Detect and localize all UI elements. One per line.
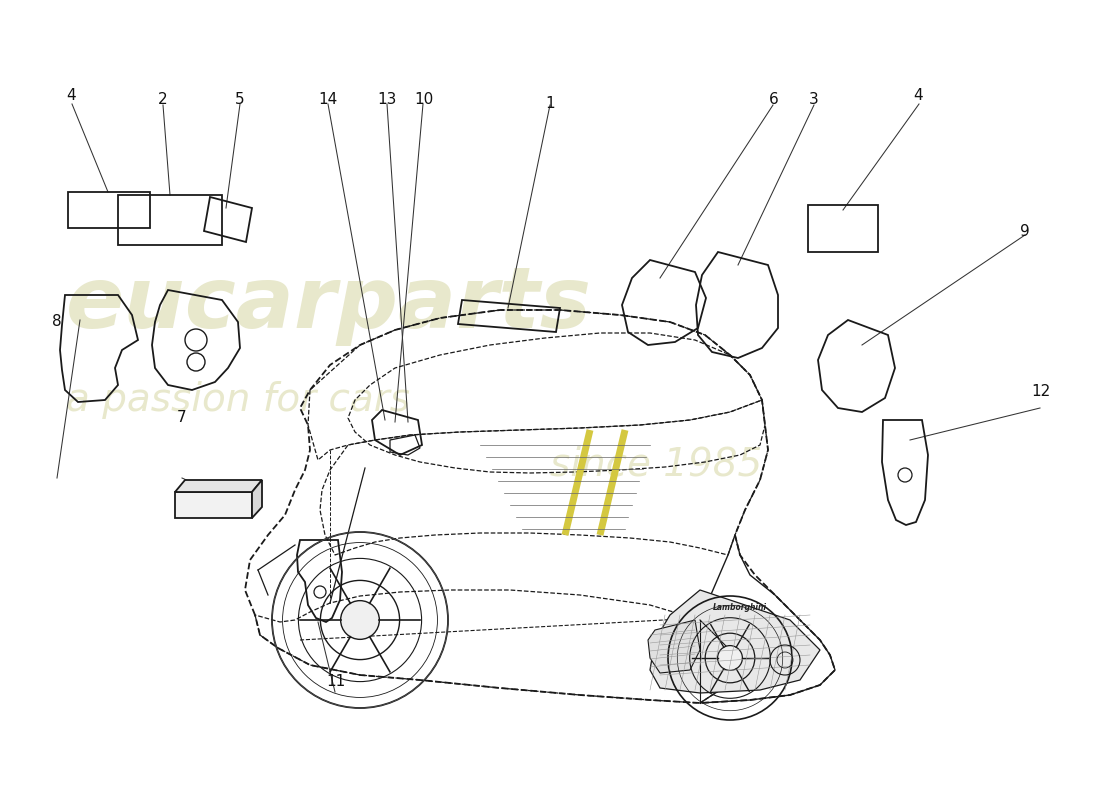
- Text: 11: 11: [326, 674, 345, 689]
- Text: 12: 12: [1031, 385, 1050, 399]
- Text: 7: 7: [177, 410, 186, 425]
- Circle shape: [341, 601, 380, 639]
- Text: 2: 2: [158, 93, 167, 107]
- Polygon shape: [650, 590, 820, 693]
- Text: 4: 4: [914, 89, 923, 103]
- Text: 6: 6: [769, 93, 778, 107]
- Text: 14: 14: [318, 93, 338, 107]
- Text: 3: 3: [810, 93, 818, 107]
- Text: 4: 4: [67, 89, 76, 103]
- Circle shape: [717, 646, 743, 670]
- Text: eucarparts: eucarparts: [66, 262, 592, 346]
- Text: 1: 1: [546, 97, 554, 111]
- Text: 5: 5: [235, 93, 244, 107]
- Text: Lamborghini: Lamborghini: [713, 603, 767, 612]
- Text: 9: 9: [1021, 225, 1030, 239]
- Text: since 1985: since 1985: [550, 445, 762, 483]
- Polygon shape: [175, 492, 252, 518]
- Polygon shape: [175, 480, 262, 492]
- Polygon shape: [252, 480, 262, 518]
- Text: 10: 10: [414, 93, 433, 107]
- Polygon shape: [648, 620, 700, 673]
- Text: 13: 13: [377, 93, 397, 107]
- Text: 8: 8: [53, 314, 62, 329]
- Text: a passion for cars: a passion for cars: [66, 381, 410, 419]
